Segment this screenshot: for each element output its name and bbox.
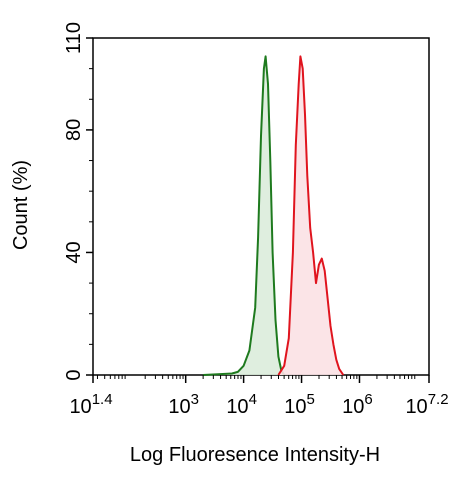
series-2-line [277,55,345,376]
y-tick-label: 40 [63,241,85,263]
y-axis-label: Count (%) [10,160,32,250]
x-tick-exponent: 3 [191,391,199,408]
series-1-fill [203,56,285,376]
y-tick-label: 110 [63,22,85,54]
x-tick-exponent: 4 [249,391,257,408]
series-layer [203,55,345,376]
y-tick-label: 80 [63,119,85,141]
x-tick-label: 103 [168,391,199,418]
x-axis-label: Log Fluoresence Intensity-H [130,444,380,466]
x-tick-label: 107.2 [405,391,448,418]
x-tick-exponent: 1.4 [92,391,113,408]
x-tick-label: 101.4 [69,391,112,418]
x-tick-label: 104 [226,391,257,418]
y-tick-label: 0 [63,369,85,380]
x-tick-exponent: 5 [307,391,315,408]
x-tick-label: 106 [342,391,373,418]
series-1-line [203,55,286,376]
x-tick-exponent: 7.2 [428,391,449,408]
x-tick-base: 10 [168,396,190,418]
x-tick-label: 105 [284,391,315,418]
series-2-fill [278,56,344,376]
x-tick-base: 10 [226,396,248,418]
x-tick-exponent: 6 [364,391,372,408]
x-tick-base: 10 [284,396,306,418]
x-tick-base: 10 [405,396,427,418]
x-tick-base: 10 [342,396,364,418]
x-tick-base: 10 [69,396,91,418]
